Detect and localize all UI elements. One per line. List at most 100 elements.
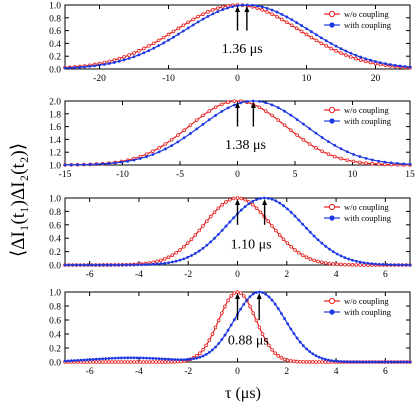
data-point	[201, 12, 205, 16]
data-point	[273, 351, 277, 356]
data-point	[355, 360, 359, 364]
data-point	[156, 38, 161, 43]
data-point	[194, 118, 199, 122]
data-point	[381, 263, 385, 266]
data-point	[98, 63, 101, 67]
data-point	[258, 100, 261, 103]
data-point	[380, 360, 384, 364]
data-point	[82, 163, 86, 167]
data-point	[137, 49, 141, 53]
data-point	[289, 359, 293, 363]
data-point	[389, 360, 393, 364]
data-point	[257, 105, 262, 110]
data-point	[201, 224, 205, 228]
data-point	[316, 259, 320, 264]
legend-label: w/o coupling	[344, 296, 389, 306]
data-point	[327, 261, 332, 266]
data-point	[264, 292, 268, 296]
data-point	[144, 152, 149, 156]
legend-marker	[329, 215, 335, 221]
y-tick-label: 0.2	[49, 345, 61, 355]
data-point	[128, 263, 132, 267]
data-point	[314, 131, 318, 135]
x-tick-label: -2	[184, 270, 192, 280]
legend-marker	[329, 22, 335, 28]
data-point	[154, 357, 158, 360]
peak-shift-annotation: 1.36 μs	[222, 42, 263, 57]
x-tick-label: 0	[235, 367, 240, 377]
data-point	[245, 3, 249, 7]
data-point	[226, 328, 230, 332]
data-point	[142, 51, 146, 55]
data-point	[201, 17, 205, 21]
data-point	[188, 123, 193, 127]
data-point	[260, 332, 265, 336]
data-point	[179, 358, 183, 362]
data-point	[78, 263, 82, 267]
data-point	[157, 360, 161, 364]
data-point	[126, 159, 130, 163]
data-point	[154, 360, 158, 364]
data-point	[350, 263, 355, 267]
y-tick-label: 1.0	[49, 2, 61, 12]
data-point	[88, 358, 92, 361]
data-point	[201, 347, 205, 352]
data-point	[366, 261, 370, 265]
data-point	[263, 109, 268, 113]
data-point	[129, 356, 133, 360]
data-point	[94, 360, 99, 364]
data-point	[335, 252, 339, 256]
data-point	[216, 233, 220, 236]
data-point	[216, 318, 221, 323]
y-tick-label: 1.0	[49, 195, 61, 205]
data-point	[190, 254, 193, 257]
data-point	[232, 103, 236, 107]
y-tick-label: 0.8	[49, 208, 61, 218]
data-point	[163, 261, 167, 265]
data-point	[174, 250, 178, 255]
x-tick-label: -5	[176, 170, 184, 180]
x-tick-label: -4	[135, 367, 143, 377]
x-tick-label: 0	[235, 74, 240, 84]
data-point	[274, 199, 278, 203]
data-point	[295, 336, 299, 340]
data-point	[220, 4, 225, 9]
data-point	[195, 127, 199, 131]
data-point	[210, 332, 215, 336]
data-point	[185, 241, 190, 245]
data-point	[167, 357, 170, 361]
data-point	[104, 357, 108, 361]
data-point	[243, 205, 247, 209]
data-point	[374, 360, 377, 364]
data-point	[295, 359, 299, 364]
data-point	[270, 12, 274, 16]
data-point	[138, 356, 142, 360]
legend-marker	[328, 297, 336, 305]
peak-arrowhead	[235, 6, 240, 12]
data-point	[82, 358, 86, 362]
data-point	[278, 201, 282, 205]
data-point	[79, 358, 83, 362]
y-tick-label: 0.4	[49, 235, 61, 245]
data-point	[113, 356, 117, 360]
data-point	[76, 358, 79, 362]
data-point	[189, 132, 192, 135]
data-point	[181, 23, 186, 28]
data-point	[393, 263, 397, 267]
data-point	[151, 356, 155, 360]
data-point	[191, 17, 195, 22]
data-point	[224, 224, 228, 228]
peak-arrowhead	[244, 6, 250, 12]
data-point	[294, 26, 299, 31]
data-point	[138, 360, 143, 364]
data-point	[298, 340, 302, 344]
data-point	[283, 109, 286, 113]
data-point	[201, 354, 205, 358]
peak-shift-annotation: 1.38 μs	[225, 138, 266, 153]
data-point	[213, 105, 218, 110]
data-point	[101, 357, 105, 361]
data-point	[248, 295, 252, 299]
data-point	[351, 258, 354, 262]
data-point	[170, 253, 175, 257]
